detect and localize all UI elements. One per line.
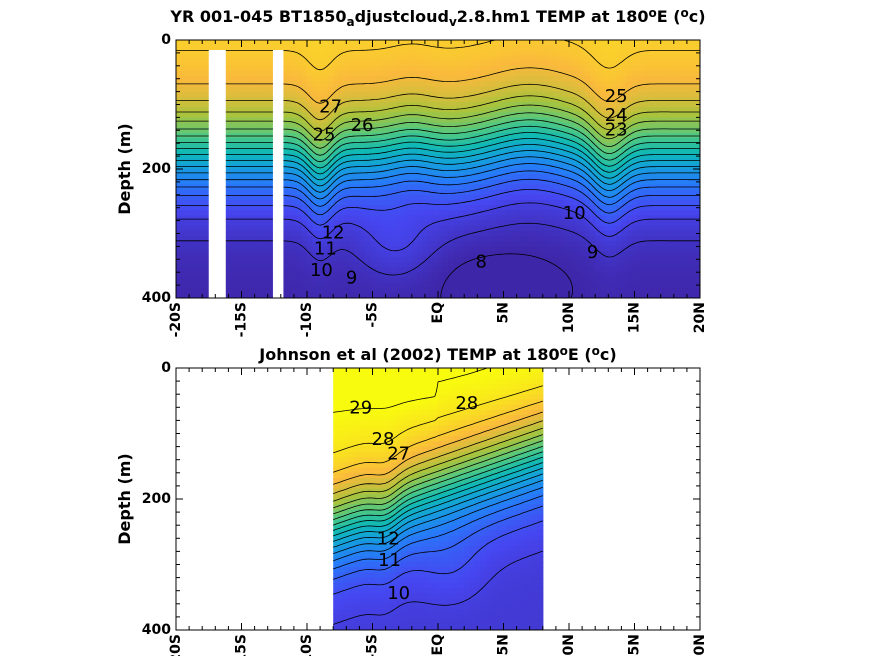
contour-line-23 [333,434,543,509]
contour-line-17 [333,467,543,542]
contour-line-20 [176,125,700,163]
x-tick-label: 5N [496,302,512,323]
chart-title: Johnson et al (2002) TEMP at 180oE (oc) [258,344,616,364]
contour-line-16 [333,473,543,548]
contour-line-18 [176,138,700,175]
contour-label: 27 [387,443,410,464]
x-tick-label: 10N [561,634,577,656]
no-data-gap [272,50,284,298]
contour-line-20 [333,451,543,526]
y-tick-label: 0 [161,32,171,48]
contour-line-14 [176,163,700,200]
contour-line-12 [333,505,543,580]
contour-line-18 [333,462,543,537]
contour-line-29 [333,368,488,413]
contour-line-16 [176,150,700,187]
contour-label: 25 [605,86,628,107]
x-tick-label: EQ [430,634,446,656]
contour-line-24 [333,427,543,502]
contour-label: 28 [372,429,395,450]
contour-line-14 [333,486,543,562]
contour-line-21 [333,445,543,520]
contour-line-28 [333,385,543,454]
contour-lines [176,40,700,298]
contour-label: 12 [377,529,400,550]
x-tick-label: -10S [299,302,315,337]
contour-line-24 [176,95,700,132]
y-tick-label: 0 [161,360,171,376]
chart-title: YR 001-045 BT1850adjustcloudv2.8.hm1 TEM… [169,6,705,30]
x-tick-label: 20N [692,634,708,656]
x-tick-label: 10N [561,302,577,333]
contour-line-26 [176,67,700,104]
contour-line-12 [176,178,700,216]
contour-line-10 [333,550,543,625]
contour-label: 25 [313,124,336,145]
contour-label: 10 [563,203,586,224]
contour-label: 9 [346,268,357,289]
contour-line-27 [176,40,700,71]
x-tick-label: -5S [365,634,381,656]
contour-line-25 [176,83,700,121]
contour-label: 8 [476,252,487,273]
contour-line-13 [333,495,543,570]
no-data-gap [208,50,226,298]
y-tick-label: 400 [142,622,171,638]
contour-label: 29 [349,398,372,419]
x-tick-label: -15S [234,302,250,337]
contour-line-19 [333,456,543,531]
x-tick-label: 15N [627,302,643,333]
x-tick-label: -5S [365,302,381,328]
y-tick-label: 200 [142,161,171,177]
x-tick-label: -20S [168,302,184,337]
y-tick-label: 200 [142,491,171,507]
x-tick-label: -15S [234,634,250,656]
contour-line-22 [176,112,700,149]
contour-label: 11 [314,239,337,260]
contour-label: 28 [455,393,478,414]
y-axis-label: Depth (m) [115,123,134,215]
contour-line-17 [176,144,700,181]
contour-line-25 [333,420,543,494]
contour-line-27 [333,400,543,473]
contour-label: 10 [310,260,333,281]
x-tick-label: -10S [299,634,315,656]
x-tick-label: 20N [692,302,708,333]
contour-line-15 [176,156,700,193]
x-tick-label: 5N [496,634,512,655]
contour-line-15 [333,479,543,554]
contour-line-11 [176,189,700,226]
contour-line-11 [333,520,543,595]
y-tick-label: 400 [142,290,171,306]
contour-label: 12 [322,223,345,244]
contour-line-23 [176,104,700,141]
contour-label: 23 [605,119,628,140]
contour-line-19 [176,132,700,169]
contour-line-10 [176,202,700,252]
contour-label: 10 [387,583,410,604]
x-tick-label: 15N [627,634,643,656]
contour-label: 11 [378,550,401,571]
y-axis-label: Depth (m) [115,453,134,545]
contour-label: 26 [351,115,374,136]
contour-lines [333,368,543,625]
contour-line-21 [176,119,700,156]
contour-line-13 [176,170,700,207]
temperature-field [176,40,700,298]
contour-label: 24 [605,105,628,126]
x-tick-label: -20S [168,634,184,656]
x-tick-label: EQ [430,302,446,324]
contour-label: 9 [587,242,598,263]
contour-line-22 [333,440,543,515]
contour-line-26 [333,411,543,485]
contour-line-8 [440,253,573,298]
contour-line-9 [176,222,700,276]
contour-label: 27 [319,97,342,118]
